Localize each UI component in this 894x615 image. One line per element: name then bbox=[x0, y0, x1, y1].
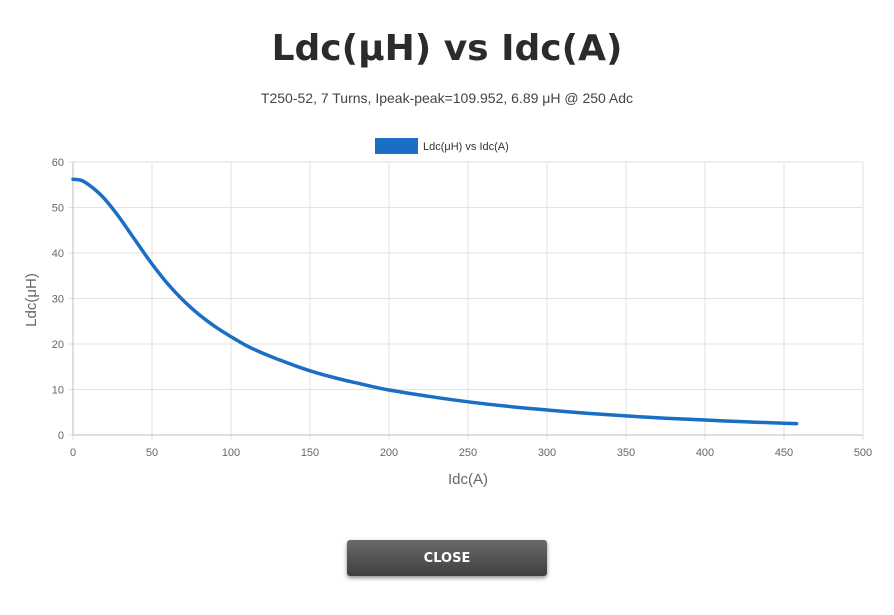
x-tick-label: 200 bbox=[380, 447, 398, 459]
x-tick-label: 300 bbox=[538, 447, 556, 459]
legend-swatch bbox=[375, 138, 418, 154]
x-axis-title: Idc(A) bbox=[448, 471, 488, 488]
y-tick-label: 60 bbox=[52, 157, 64, 169]
x-tick-label: 400 bbox=[696, 447, 714, 459]
y-axis-title: Ldc(μH) bbox=[23, 273, 40, 327]
y-tick-label: 0 bbox=[58, 430, 64, 442]
legend-label: Ldc(μH) vs Idc(A) bbox=[423, 141, 509, 153]
chart-subtitle: T250-52, 7 Turns, Ipeak-peak=109.952, 6.… bbox=[260, 90, 634, 106]
legend: Ldc(μH) vs Idc(A) bbox=[375, 138, 509, 154]
x-tick-label: 150 bbox=[301, 447, 319, 459]
x-tick-label: 250 bbox=[459, 447, 477, 459]
chart-title: Ldc(μH) vs Idc(A) bbox=[271, 28, 623, 69]
y-tick-label: 30 bbox=[52, 294, 64, 306]
grid-lines bbox=[68, 161, 864, 440]
line-chart: 0 50 100 150 200 250 300 350 400 450 500 0 10 20 30 40 5… bbox=[23, 138, 872, 488]
y-tick-label: 10 bbox=[52, 385, 64, 397]
x-tick-label: 500 bbox=[854, 447, 872, 459]
series-line bbox=[71, 177, 799, 426]
x-tick-label: 100 bbox=[222, 447, 240, 459]
series-lines bbox=[71, 177, 799, 426]
x-tick-label: 450 bbox=[775, 447, 793, 459]
x-tick-label: 0 bbox=[70, 447, 76, 459]
close-button[interactable]: CLOSE bbox=[347, 540, 547, 576]
x-tick-label: 50 bbox=[146, 447, 158, 459]
y-tick-label: 40 bbox=[52, 248, 64, 260]
y-tick-label: 20 bbox=[52, 339, 64, 351]
x-tick-label: 350 bbox=[617, 447, 635, 459]
axes: 0 50 100 150 200 250 300 350 400 450 500 0 10 20 30 40 5… bbox=[52, 157, 872, 459]
y-tick-label: 50 bbox=[52, 203, 64, 215]
